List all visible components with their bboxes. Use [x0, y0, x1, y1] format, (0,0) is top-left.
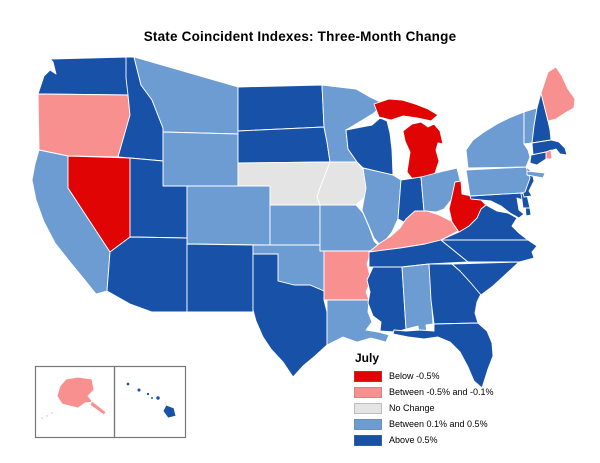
legend-item-positive: Between 0.1% and 0.5% [354, 419, 514, 430]
state-pennsylvania [465, 166, 531, 197]
state-hawaii-lanai [150, 396, 154, 400]
state-south-dakota [237, 126, 331, 164]
legend-swatch-negative [354, 387, 382, 398]
state-hawaii-kauai [125, 381, 131, 387]
state-alaska-aleutians [40, 416, 44, 420]
state-north-dakota [237, 84, 325, 132]
legend-item-above: Above 0.5% [354, 435, 514, 446]
state-alaska-panhandle [89, 400, 107, 416]
state-kansas [269, 204, 321, 246]
state-alaska [56, 376, 95, 409]
legend-item-below: Below -0.5% [354, 371, 514, 382]
state-west-virginia [448, 180, 487, 233]
state-michigan [402, 121, 444, 182]
legend-swatch-positive [354, 419, 382, 430]
legend-label: Between 0.1% and 0.5% [389, 419, 488, 429]
state-arizona [106, 236, 188, 313]
state-new-york-long-island [526, 170, 546, 179]
legend-item-negative: Between -0.5% and -0.1% [354, 387, 514, 398]
legend-title: July [355, 351, 380, 365]
state-louisiana [326, 299, 390, 346]
state-hawaii-oahu [136, 387, 142, 393]
state-michigan-upper-peninsula [373, 98, 439, 122]
state-oregon [37, 93, 131, 158]
legend-label: Below -0.5% [389, 371, 440, 381]
state-wyoming [162, 131, 239, 187]
legend-label: No Change [389, 403, 435, 413]
state-hawaii-molokai [145, 391, 151, 397]
hawaii-inset-box [113, 365, 187, 439]
state-new-mexico [186, 243, 254, 313]
state-alabama [401, 263, 434, 335]
legend-item-no-change: No Change [354, 403, 514, 414]
state-north-carolina [440, 239, 538, 263]
state-arkansas [323, 250, 372, 301]
state-rhode-island [545, 149, 553, 160]
legend-swatch-above [354, 435, 382, 446]
state-colorado [186, 185, 271, 246]
state-wisconsin [345, 117, 394, 176]
state-florida [392, 322, 494, 389]
state-washington [37, 56, 129, 96]
state-new-york [465, 111, 531, 169]
state-alaska-aleutians [50, 411, 54, 415]
state-connecticut [529, 151, 547, 166]
chart-title: State Coincident Indexes: Three-Month Ch… [143, 29, 457, 44]
legend-label: Above 0.5% [389, 435, 438, 445]
state-hawaii-big-island [162, 404, 177, 419]
legend-swatch-no-change [354, 403, 382, 414]
legend-swatch-below [354, 371, 382, 382]
legend: July Below -0.5% Between -0.5% and -0.1%… [354, 351, 514, 451]
state-maine [540, 66, 576, 122]
state-mississippi [366, 266, 407, 333]
state-south-carolina [451, 261, 520, 296]
legend-label: Between -0.5% and -0.1% [389, 387, 494, 397]
state-hawaii-maui [155, 395, 161, 401]
state-texas [252, 253, 328, 378]
state-alaska-aleutians [45, 414, 49, 418]
